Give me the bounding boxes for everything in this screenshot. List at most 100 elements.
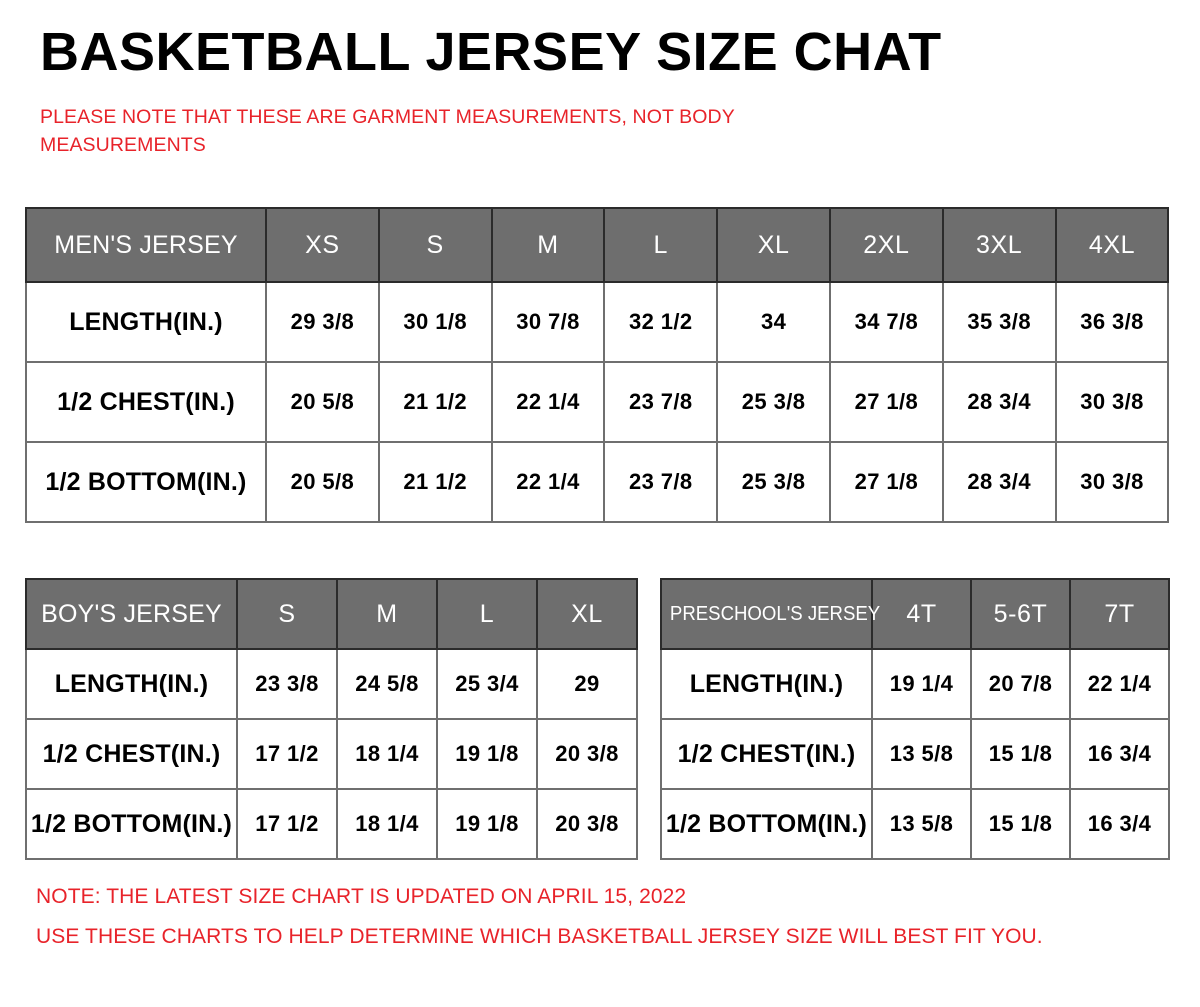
preschool-row-chest-label: 1/2 CHEST(IN.) — [660, 718, 873, 790]
mens-header-label-text: MEN'S JERSEY — [54, 230, 238, 259]
table-row: 1/2 BOTTOM(IN.) 17 1/2 18 1/4 19 1/8 20 … — [25, 788, 638, 860]
table-row: LENGTH(IN.) 23 3/8 24 5/8 25 3/4 29 — [25, 648, 638, 720]
mens-bottom-2xl: 27 1/8 — [828, 441, 944, 523]
boys-col-m: M — [336, 578, 438, 650]
mens-col-xs-text: XS — [305, 230, 340, 259]
table-header-row: MEN'S JERSEY XS S M L XL 2XL 3XL — [25, 207, 1170, 283]
boys-col-s: S — [236, 578, 338, 650]
preschool-header-label: PRESCHOOL'S JERSEY — [660, 578, 880, 650]
mens-col-xs: XS — [265, 207, 380, 283]
mens-col-2xl: 2XL — [828, 207, 944, 283]
mens-bottom-m: 22 1/4 — [490, 441, 606, 523]
preschool-length-7t: 22 1/4 — [1069, 648, 1170, 720]
preschool-bottom-7t: 16 3/4 — [1069, 788, 1170, 860]
mens-bottom-4xl: 30 3/8 — [1054, 441, 1170, 523]
boys-row-chest-label: 1/2 CHEST(IN.) — [25, 718, 238, 790]
preschool-col-7t: 7T — [1069, 578, 1170, 650]
mens-col-xl: XL — [716, 207, 831, 283]
table-row: 1/2 CHEST(IN.) 13 5/8 15 1/8 16 3/4 — [660, 718, 1170, 790]
preschool-length-5-6t: 20 7/8 — [970, 648, 1071, 720]
preschool-header-label-text: PRESCHOOL'S JERSEY — [669, 602, 881, 625]
mens-col-2xl-text: 2XL — [863, 230, 910, 259]
mens-row-chest-label: 1/2 CHEST(IN.) — [25, 361, 267, 443]
preschool-jersey-size-table: PRESCHOOL'S JERSEY 4T 5-6T 7T LENGTH(IN.… — [660, 578, 1170, 860]
mens-length-4xl: 36 3/8 — [1054, 281, 1170, 363]
boys-bottom-s: 17 1/2 — [236, 788, 338, 860]
mens-bottom-3xl: 28 3/4 — [941, 441, 1057, 523]
mens-chest-xs: 20 5/8 — [265, 361, 380, 443]
mens-chest-m: 22 1/4 — [490, 361, 606, 443]
boys-row-length-label: LENGTH(IN.) — [25, 648, 238, 720]
mens-length-xl: 34 — [716, 281, 831, 363]
preschool-col-7t-text: 7T — [1104, 599, 1135, 628]
boys-row-bottom-label: 1/2 BOTTOM(IN.) — [25, 788, 238, 860]
mens-header-label: MEN'S JERSEY — [25, 207, 267, 283]
preschool-row-length-label: LENGTH(IN.) — [660, 648, 873, 720]
preschool-col-5-6t: 5-6T — [970, 578, 1071, 650]
mens-col-l-text: L — [653, 230, 669, 259]
mens-length-xs: 29 3/8 — [265, 281, 380, 363]
mens-chest-s: 21 1/2 — [377, 361, 493, 443]
garment-measurement-note: PLEASE NOTE THAT THESE ARE GARMENT MEASU… — [40, 106, 735, 156]
preschool-bottom-4t: 13 5/8 — [871, 788, 972, 860]
boys-chest-l: 19 1/8 — [436, 718, 538, 790]
mens-length-s: 30 1/8 — [377, 281, 493, 363]
mens-col-s: S — [377, 207, 493, 283]
preschool-col-4t: 4T — [871, 578, 972, 650]
boys-chest-s: 17 1/2 — [236, 718, 338, 790]
boys-col-l: L — [436, 578, 538, 650]
boys-col-s-text: S — [278, 599, 296, 628]
boys-length-l: 25 3/4 — [436, 648, 538, 720]
boys-chest-xl: 20 3/8 — [536, 718, 638, 790]
mens-bottom-s: 21 1/2 — [377, 441, 493, 523]
boys-bottom-l: 19 1/8 — [436, 788, 538, 860]
boys-header-label-text: BOY'S JERSEY — [41, 599, 222, 628]
preschool-bottom-5-6t: 15 1/8 — [970, 788, 1071, 860]
boys-col-xl-text: XL — [571, 599, 603, 628]
boys-length-m: 24 5/8 — [336, 648, 438, 720]
mens-col-m-text: M — [537, 230, 559, 259]
table-row: 1/2 BOTTOM(IN.) 20 5/8 21 1/2 22 1/4 23 … — [25, 441, 1170, 523]
boys-chest-m: 18 1/4 — [336, 718, 438, 790]
mens-bottom-l: 23 7/8 — [603, 441, 719, 523]
footer-notes: NOTE: THE LATEST SIZE CHART IS UPDATED O… — [36, 886, 1156, 947]
mens-col-l: L — [603, 207, 719, 283]
boys-length-xl: 29 — [536, 648, 638, 720]
mens-chest-4xl: 30 3/8 — [1054, 361, 1170, 443]
mens-bottom-xl: 25 3/8 — [716, 441, 831, 523]
boys-col-l-text: L — [479, 599, 495, 628]
boys-length-s: 23 3/8 — [236, 648, 338, 720]
boys-header-label: BOY'S JERSEY — [25, 578, 238, 650]
page-title: BASKETBALL JERSEY SIZE CHAT — [40, 22, 942, 82]
mens-col-s-text: S — [426, 230, 444, 259]
table-row: 1/2 CHEST(IN.) 20 5/8 21 1/2 22 1/4 23 7… — [25, 361, 1170, 443]
preschool-chest-4t: 13 5/8 — [871, 718, 972, 790]
mens-length-m: 30 7/8 — [490, 281, 606, 363]
table-row: 1/2 CHEST(IN.) 17 1/2 18 1/4 19 1/8 20 3… — [25, 718, 638, 790]
mens-row-length-label: LENGTH(IN.) — [25, 281, 267, 363]
mens-jersey-size-table: MEN'S JERSEY XS S M L XL 2XL 3XL — [25, 207, 1170, 523]
mens-col-3xl-text: 3XL — [976, 230, 1023, 259]
preschool-chest-5-6t: 15 1/8 — [970, 718, 1071, 790]
mens-length-2xl: 34 7/8 — [828, 281, 944, 363]
footer-note-usage: USE THESE CHARTS TO HELP DETERMINE WHICH… — [36, 925, 1043, 948]
table-header-row: PRESCHOOL'S JERSEY 4T 5-6T 7T — [660, 578, 1170, 650]
table-row: LENGTH(IN.) 19 1/4 20 7/8 22 1/4 — [660, 648, 1170, 720]
mens-chest-3xl: 28 3/4 — [941, 361, 1057, 443]
table-row: LENGTH(IN.) 29 3/8 30 1/8 30 7/8 32 1/2 … — [25, 281, 1170, 363]
mens-bottom-xs: 20 5/8 — [265, 441, 380, 523]
mens-length-l: 32 1/2 — [603, 281, 719, 363]
boys-bottom-m: 18 1/4 — [336, 788, 438, 860]
preschool-row-bottom-label: 1/2 BOTTOM(IN.) — [660, 788, 873, 860]
table-row: 1/2 BOTTOM(IN.) 13 5/8 15 1/8 16 3/4 — [660, 788, 1170, 860]
boys-col-xl: XL — [536, 578, 638, 650]
mens-row-bottom-label: 1/2 BOTTOM(IN.) — [25, 441, 267, 523]
boys-bottom-xl: 20 3/8 — [536, 788, 638, 860]
boys-jersey-size-table: BOY'S JERSEY S M L XL LENGTH(IN.) 23 3/8… — [25, 578, 638, 860]
mens-chest-2xl: 27 1/8 — [828, 361, 944, 443]
mens-col-4xl-text: 4XL — [1088, 230, 1136, 259]
mens-col-3xl: 3XL — [941, 207, 1057, 283]
preschool-col-4t-text: 4T — [906, 599, 937, 628]
mens-chest-l: 23 7/8 — [603, 361, 719, 443]
footer-note-update-date: NOTE: THE LATEST SIZE CHART IS UPDATED O… — [36, 885, 687, 908]
